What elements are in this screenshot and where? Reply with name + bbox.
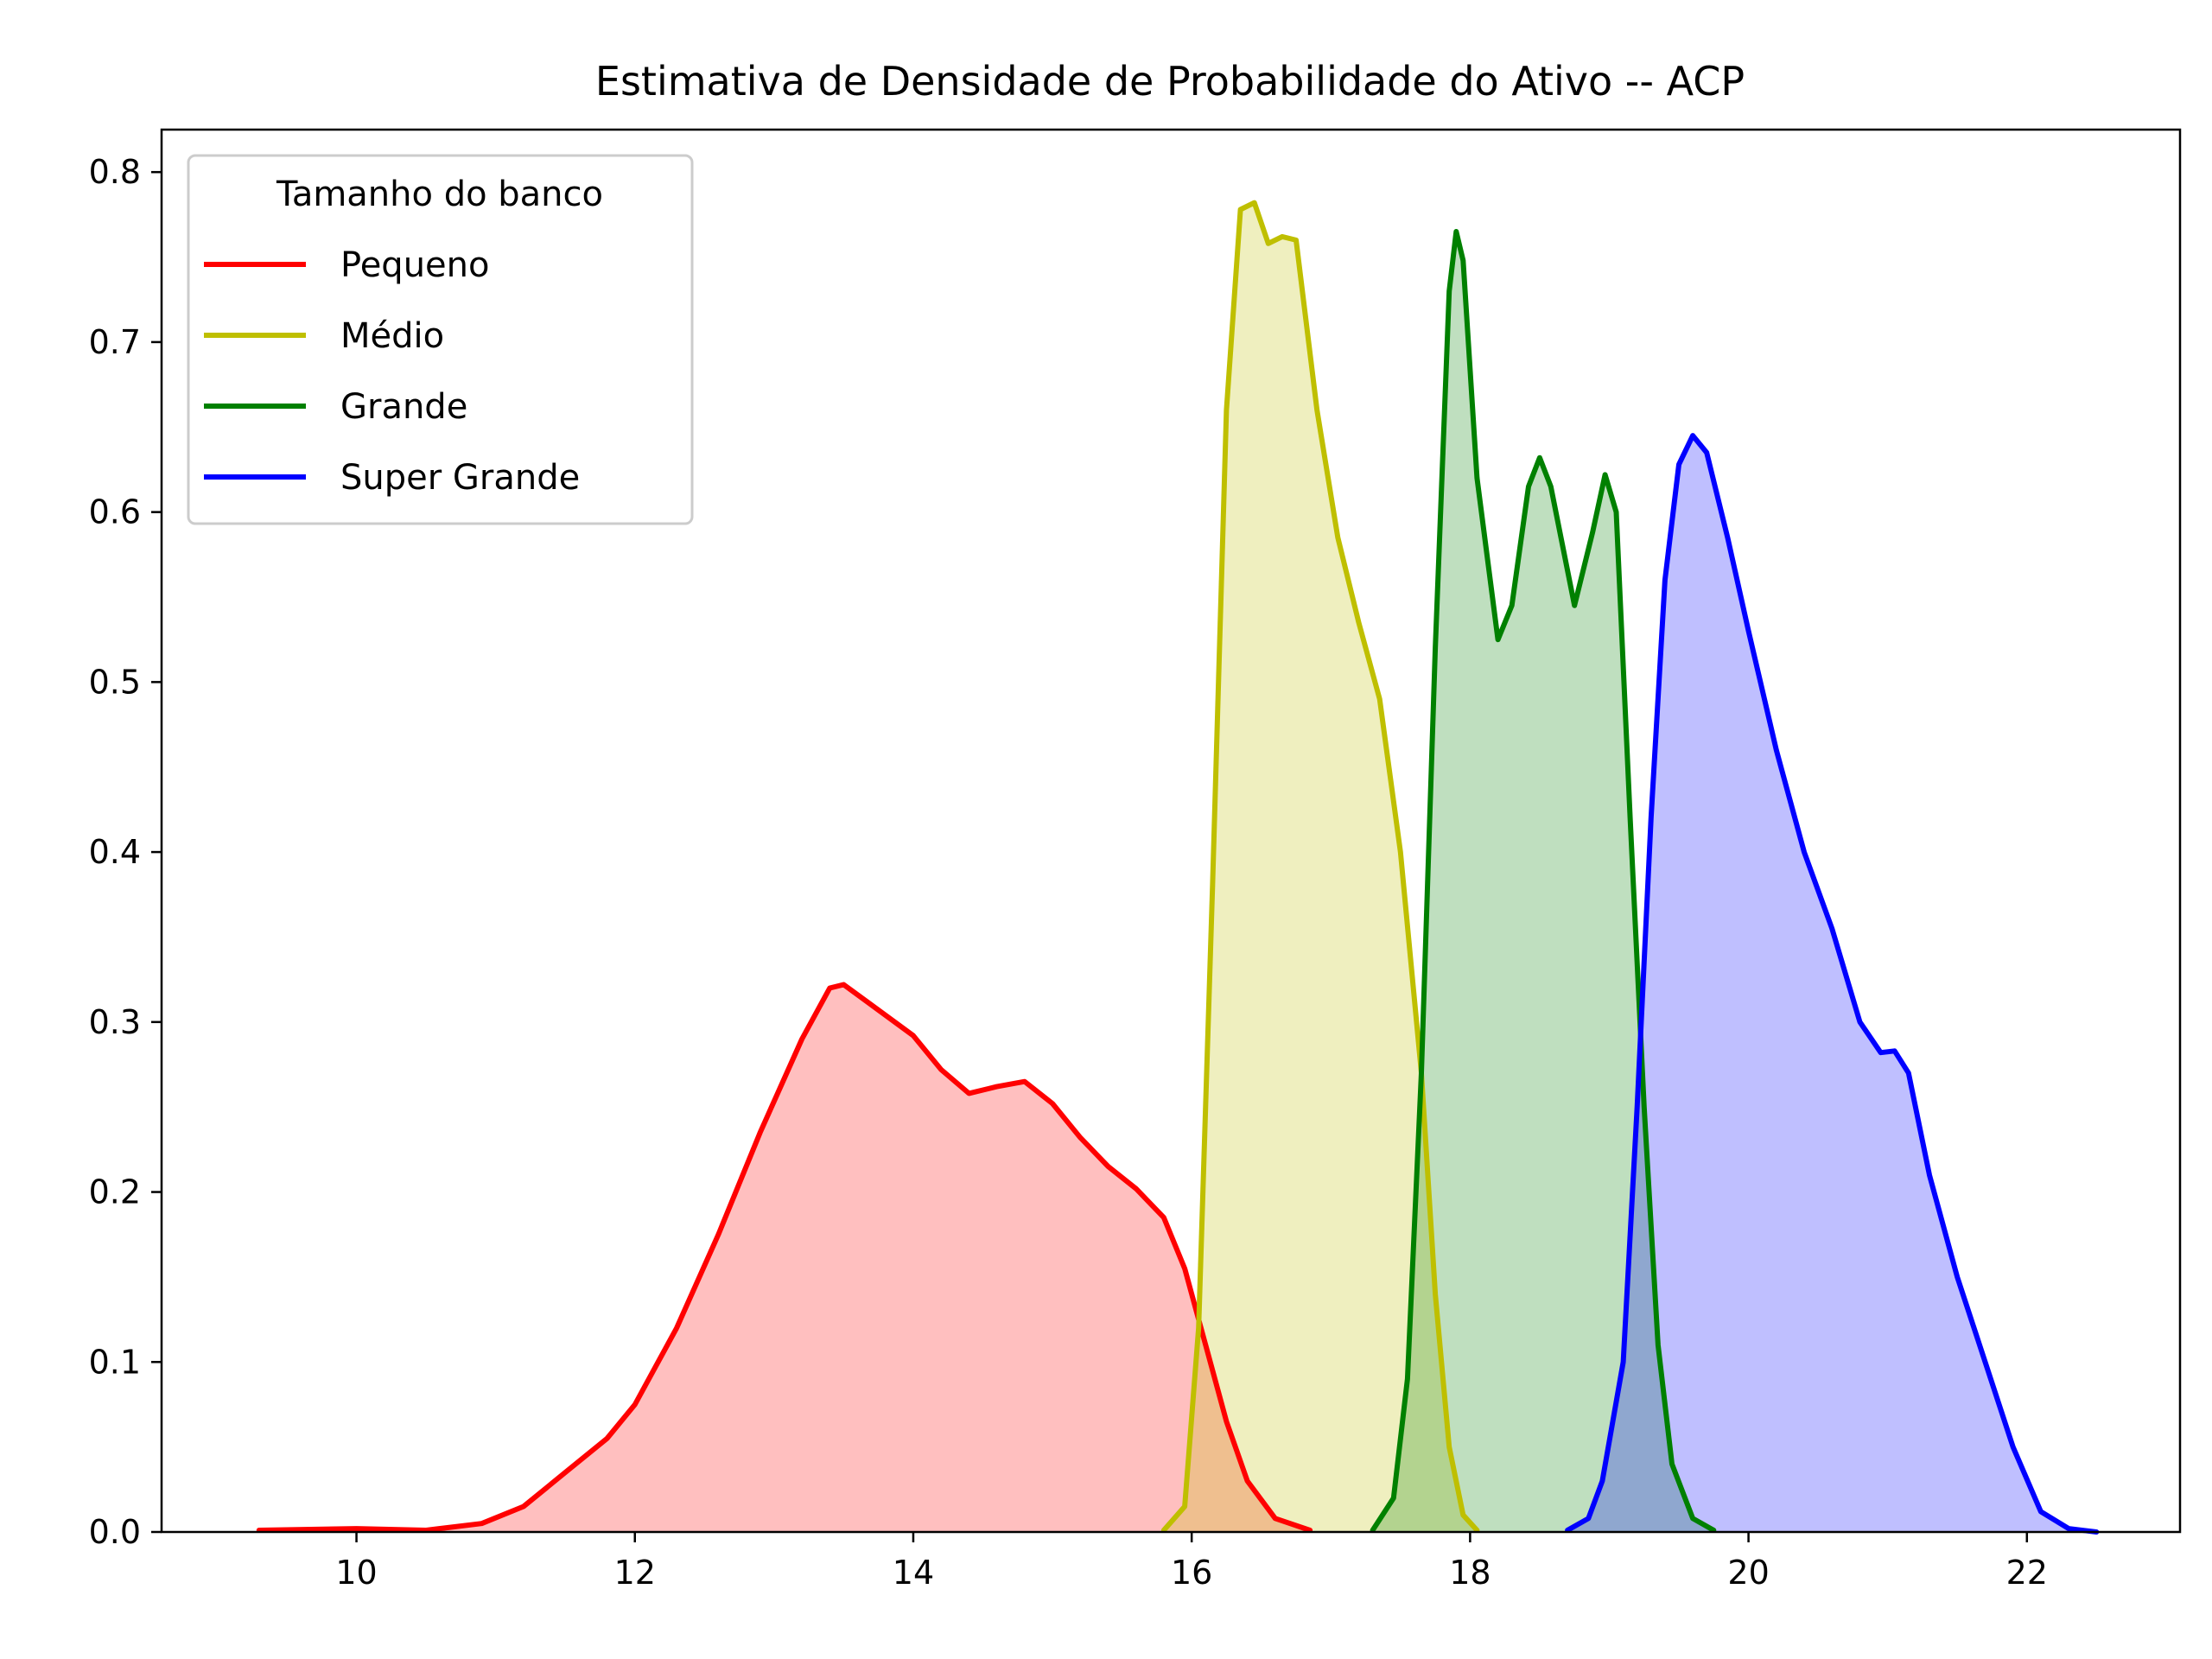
y-tick-label: 0.5 [89, 663, 141, 701]
legend-entries: Pequeno Médio Grande Super Grande [204, 245, 580, 498]
legend-label-grande: Grande [340, 387, 467, 427]
plot-area-frame [160, 128, 2182, 1534]
legend-title: Tamanho do banco [276, 175, 603, 214]
x-axis: 10 12 14 16 18 20 22 [335, 1532, 2048, 1592]
chart-title: Estimativa de Densidade de Probabilidade… [595, 58, 1745, 105]
x-tick-label: 10 [335, 1554, 377, 1592]
x-tick-label: 18 [1449, 1554, 1491, 1592]
x-tick-label: 16 [1171, 1554, 1212, 1592]
y-tick-label: 0.3 [89, 1003, 141, 1041]
y-tick-label: 0.0 [89, 1513, 141, 1551]
legend-box [187, 154, 694, 525]
density-line-super-grande [1565, 433, 2100, 1535]
legend: Tamanho do banco Pequeno Médio Grande Super… [187, 154, 694, 525]
y-tick-label: 0.6 [89, 493, 141, 531]
density-line-grande [1370, 229, 1717, 1533]
y-tick-label: 0.4 [89, 833, 141, 871]
y-axis: 0.0 0.1 0.2 0.3 0.4 0.5 0.6 0.7 0.8 [89, 153, 162, 1551]
density-line-pequeno [256, 982, 1313, 1533]
x-tick-label: 20 [1727, 1554, 1769, 1592]
density-fill-medio [1163, 202, 1478, 1533]
density-fill-super-grande [1567, 435, 2097, 1533]
series-fills [258, 202, 2097, 1533]
series-lines [256, 200, 2100, 1535]
legend-label-pequeno: Pequeno [340, 245, 489, 285]
y-tick-label: 0.1 [89, 1343, 141, 1381]
y-tick-label: 0.7 [89, 323, 141, 361]
legend-label-super-grande: Super Grande [340, 458, 580, 498]
density-fill-grande [1372, 232, 1714, 1532]
density-line-medio [1160, 200, 1480, 1533]
y-tick-label: 0.8 [89, 153, 141, 191]
x-tick-label: 12 [614, 1554, 656, 1592]
x-tick-label: 22 [2006, 1554, 2048, 1592]
legend-label-medio: Médio [340, 316, 444, 356]
density-fill-pequeno [258, 984, 1311, 1532]
x-tick-label: 14 [893, 1554, 934, 1592]
y-tick-label: 0.2 [89, 1173, 141, 1211]
